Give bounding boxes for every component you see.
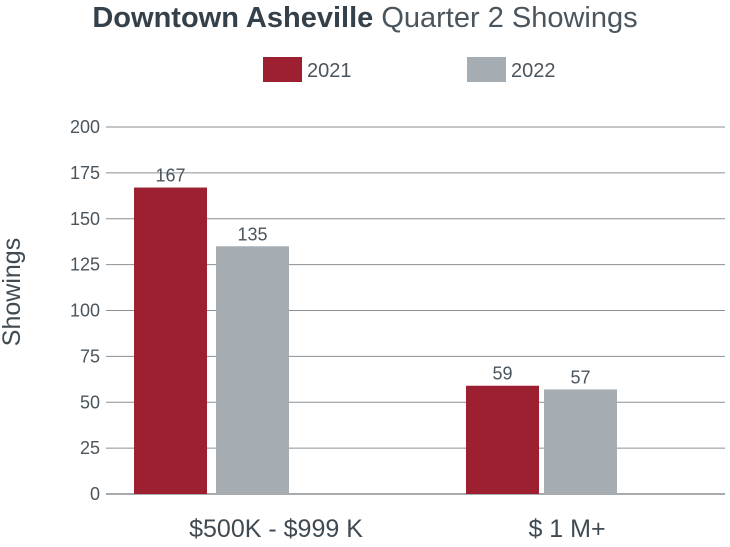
gridlines [106,126,725,495]
x-axis-categories: $500K - $999 K $ 1 M+ [189,515,605,543]
x-category-1: $ 1 M+ [528,515,605,543]
y-tick-150: 150 [70,209,100,229]
y-tick-25: 25 [80,438,100,458]
data-labels: 167 59 135 57 [155,166,590,388]
bar-2021-1 [466,385,539,494]
y-tick-125: 125 [70,255,100,275]
y-tick-100: 100 [70,301,100,321]
data-label-2022-1: 57 [570,367,590,387]
legend-label-2021: 2021 [307,60,352,82]
legend-swatch-2021 [263,57,302,82]
legend-swatch-2022 [467,57,506,82]
data-label-2021-0: 167 [155,166,185,186]
y-tick-0: 0 [90,484,100,504]
y-tick-75: 75 [80,346,100,366]
chart-title: Downtown Asheville Quarter 2 Showings [0,2,730,35]
chart-title-bold: Downtown Asheville [92,2,374,34]
x-category-0: $500K - $999 K [189,515,363,543]
y-tick-200: 200 [70,117,100,137]
bar-2022-1 [544,389,617,494]
data-label-2021-1: 59 [492,364,512,384]
data-label-2022-0: 135 [237,224,267,244]
bar-2022-0 [216,246,289,494]
legend-label-2022: 2022 [511,60,556,82]
y-axis-label: Showings [0,238,26,346]
y-tick-50: 50 [80,392,100,412]
bars [134,187,617,494]
y-axis-ticks: 0 25 50 75 100 125 150 175 200 [70,117,100,504]
y-tick-175: 175 [70,163,100,183]
bar-2021-0 [134,187,207,494]
chart-title-rest: Quarter 2 Showings [381,2,638,34]
legend: 2021 2022 [263,57,556,82]
